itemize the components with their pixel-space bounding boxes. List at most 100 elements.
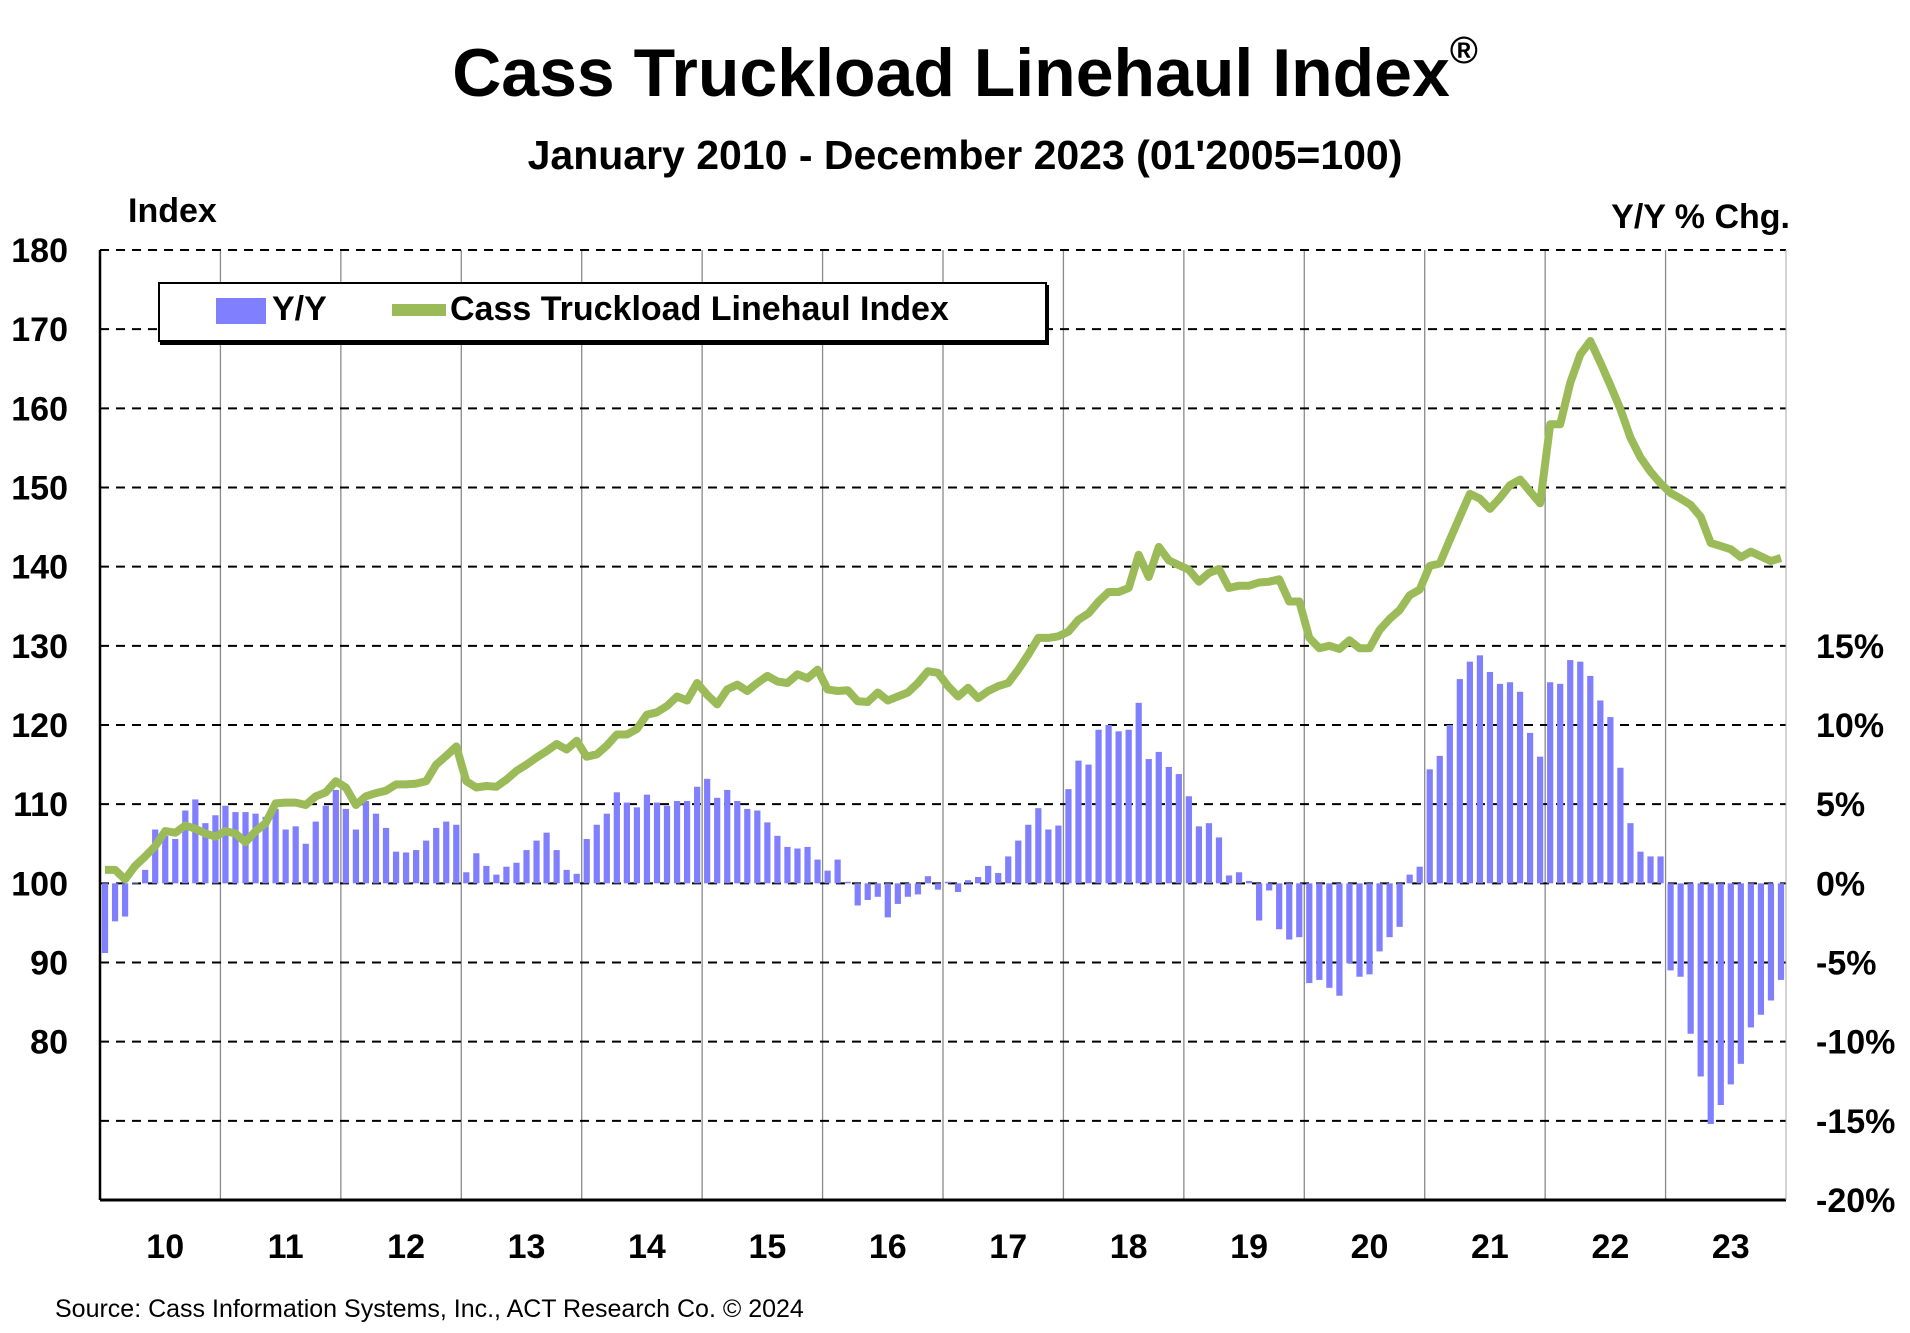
yoy-bar bbox=[1406, 874, 1413, 884]
yoy-bar bbox=[1396, 883, 1403, 927]
yoy-bar bbox=[443, 821, 450, 884]
yoy-bar bbox=[583, 839, 590, 884]
yoy-bar bbox=[543, 832, 550, 884]
yoy-bar bbox=[202, 823, 209, 884]
x-tick-label: 16 bbox=[869, 1228, 907, 1266]
yoy-bar bbox=[1115, 731, 1122, 884]
yoy-bar bbox=[1557, 683, 1564, 884]
source-note: Source: Cass Information Systems, Inc., … bbox=[55, 1295, 804, 1323]
yoy-bar bbox=[1366, 883, 1373, 975]
yoy-bar bbox=[262, 816, 269, 884]
yoy-bar bbox=[553, 850, 560, 884]
yoy-bar bbox=[242, 812, 249, 884]
yoy-bar bbox=[1627, 823, 1634, 884]
yoy-bar bbox=[633, 807, 641, 884]
yoy-bar bbox=[172, 839, 179, 884]
yoy-bar bbox=[453, 824, 460, 884]
yoy-bar bbox=[1777, 883, 1785, 980]
yoy-bar bbox=[663, 805, 671, 884]
yoy-bar bbox=[1577, 661, 1584, 884]
yoy-bar bbox=[573, 873, 580, 884]
right-tick-label: 15% bbox=[1816, 628, 1884, 666]
left-tick-label: 110 bbox=[13, 786, 68, 824]
yoy-bar bbox=[101, 883, 109, 953]
yoy-bar bbox=[222, 805, 229, 884]
yoy-bar bbox=[1125, 729, 1132, 884]
yoy-bar bbox=[764, 822, 771, 884]
yoy-bar bbox=[1075, 760, 1082, 884]
yoy-bar bbox=[1316, 883, 1323, 980]
yoy-bar bbox=[1707, 883, 1714, 1124]
yoy-bar bbox=[1426, 769, 1433, 884]
yoy-bar bbox=[1567, 660, 1574, 884]
right-tick-label: 0% bbox=[1816, 865, 1865, 903]
yoy-bar bbox=[1597, 700, 1604, 884]
right-tick-label: -15% bbox=[1816, 1103, 1895, 1141]
yoy-bar bbox=[714, 797, 721, 884]
x-tick-label: 17 bbox=[989, 1228, 1027, 1266]
yoy-bar bbox=[1235, 872, 1243, 884]
left-tick-label: 90 bbox=[30, 945, 68, 983]
yoy-bar bbox=[1165, 766, 1172, 884]
yoy-bar bbox=[312, 821, 319, 884]
yoy-bar bbox=[533, 840, 540, 884]
yoy-bar bbox=[1346, 883, 1353, 964]
yoy-bar bbox=[493, 874, 500, 884]
yoy-bar bbox=[1215, 837, 1223, 884]
yoy-bar bbox=[804, 846, 811, 884]
yoy-bar bbox=[1306, 883, 1313, 984]
yoy-bar bbox=[1416, 866, 1423, 884]
yoy-bar bbox=[1025, 824, 1032, 884]
right-tick-label: -20% bbox=[1816, 1182, 1895, 1220]
yoy-bar bbox=[1436, 755, 1443, 884]
left-tick-label: 160 bbox=[11, 390, 68, 428]
yoy-bar bbox=[1737, 883, 1744, 1064]
yoy-bar bbox=[192, 799, 199, 884]
yoy-bar bbox=[132, 882, 139, 884]
yoy-bar bbox=[1256, 883, 1263, 921]
x-tick-label: 13 bbox=[508, 1228, 546, 1266]
left-tick-label: 80 bbox=[30, 1024, 68, 1062]
yoy-bar bbox=[342, 808, 349, 884]
yoy-bar bbox=[111, 883, 119, 922]
legend: Y/Y Cass Truckload Linehaul Index bbox=[158, 282, 1047, 342]
yoy-bar bbox=[704, 778, 711, 884]
yoy-bar bbox=[392, 851, 400, 884]
yoy-bar bbox=[874, 883, 881, 897]
yoy-bar bbox=[954, 883, 962, 893]
yoy-bar bbox=[975, 877, 982, 884]
yoy-bar bbox=[774, 835, 781, 884]
yoy-bar bbox=[1537, 756, 1544, 884]
yoy-bar bbox=[1687, 883, 1694, 1034]
yoy-bar bbox=[1386, 883, 1393, 938]
yoy-bar bbox=[272, 808, 279, 884]
x-tick-label: 14 bbox=[628, 1228, 666, 1266]
yoy-bar bbox=[152, 829, 159, 884]
yoy-bar bbox=[332, 789, 339, 884]
yoy-bar bbox=[1245, 880, 1253, 884]
left-tick-label: 100 bbox=[11, 865, 68, 903]
right-tick-label: -10% bbox=[1816, 1024, 1895, 1062]
legend-label-yoy: Y/Y bbox=[272, 290, 327, 328]
yoy-bar bbox=[894, 883, 901, 904]
right-tick-label: -5% bbox=[1816, 945, 1876, 983]
yoy-bar bbox=[1286, 883, 1293, 940]
yoy-bar bbox=[1456, 679, 1463, 884]
yoy-bar bbox=[1747, 883, 1754, 1028]
yoy-bar bbox=[1155, 751, 1162, 884]
yoy-bar bbox=[1326, 883, 1333, 988]
yoy-bar bbox=[1657, 856, 1664, 884]
yoy-bar bbox=[1587, 675, 1594, 884]
yoy-bar bbox=[513, 862, 520, 884]
left-axis-label: Index bbox=[128, 192, 217, 230]
yoy-bar bbox=[483, 865, 490, 884]
yoy-bar bbox=[1727, 883, 1734, 1085]
legend-swatch-index bbox=[392, 304, 446, 316]
yoy-bar bbox=[1757, 883, 1765, 1015]
index-line bbox=[105, 337, 1783, 884]
yoy-bar bbox=[1005, 856, 1012, 884]
yoy-bar bbox=[1336, 883, 1343, 996]
x-tick-label: 12 bbox=[387, 1228, 425, 1266]
yoy-bar bbox=[1476, 655, 1484, 884]
